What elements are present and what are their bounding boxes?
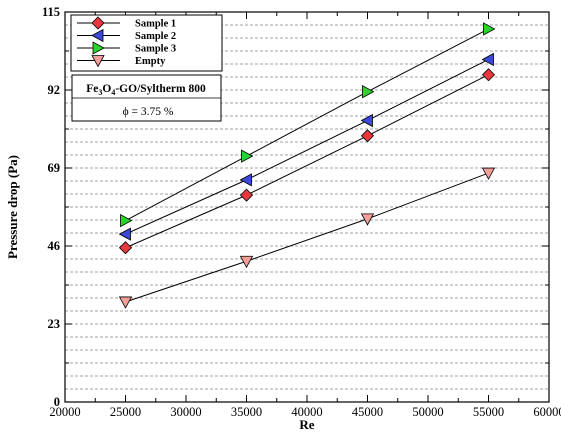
- y-tick-label: 69: [48, 161, 61, 175]
- data-point: [118, 227, 131, 241]
- annotation-phi: ϕ = 3.75 %: [123, 106, 174, 118]
- series-line: [125, 59, 489, 235]
- data-point: [481, 68, 496, 82]
- x-tick-label: 55000: [473, 405, 504, 419]
- x-tick-label: 45000: [352, 405, 383, 419]
- data-point: [118, 241, 133, 255]
- data-point: [239, 255, 254, 269]
- data-point: [360, 213, 375, 226]
- data-point: [483, 22, 496, 36]
- data-point: [239, 173, 252, 187]
- data-point: [481, 167, 496, 180]
- data-point: [360, 129, 375, 143]
- legend-label: Sample 3: [135, 44, 176, 55]
- fluid-suffix: -GO/Syltherm 800: [115, 83, 206, 95]
- legend-label: Sample 2: [135, 31, 176, 42]
- data-point: [241, 149, 254, 163]
- data-point: [362, 85, 375, 99]
- data-point: [239, 188, 254, 202]
- series-line: [125, 28, 489, 222]
- legend-marker: [91, 28, 104, 43]
- x-axis-label: Re: [299, 417, 314, 432]
- y-tick-label: 46: [48, 239, 61, 253]
- series-layer: [118, 22, 496, 309]
- legend-label: Sample 1: [135, 19, 176, 30]
- x-tick-label: 25000: [110, 405, 141, 419]
- fluid-prefix: Fe: [86, 83, 98, 95]
- y-axis-label: Pressure drop (Pa): [5, 155, 20, 259]
- o-subscript: 4: [111, 88, 115, 97]
- x-tick-label: 60000: [533, 405, 561, 419]
- x-tick-label: 40000: [291, 405, 322, 419]
- annotation-box: Fe3O4-GO/Syltherm 800 ϕ = 3.75 %: [71, 74, 222, 122]
- data-point: [360, 113, 373, 128]
- o-char: O: [102, 83, 111, 95]
- data-point: [118, 296, 133, 309]
- series-line: [125, 172, 489, 303]
- legend-marker: [91, 55, 105, 68]
- x-tick-label: 35000: [231, 405, 262, 419]
- y-tick-label: 23: [48, 317, 61, 331]
- y-tick-label: 0: [54, 395, 60, 409]
- series-line: [125, 74, 489, 249]
- legend-marker: [92, 41, 105, 55]
- annotation-fluid: Fe3O4-GO/Syltherm 800: [86, 83, 206, 97]
- x-tick-label: 30000: [170, 405, 201, 419]
- x-tick-label: 20000: [49, 405, 80, 419]
- y-tick-label: 92: [48, 83, 61, 97]
- x-tick-label: 50000: [412, 405, 443, 419]
- data-point: [481, 52, 494, 67]
- legend-marker: [91, 16, 105, 30]
- legend-label: Empty: [135, 56, 166, 67]
- fe-subscript: 3: [98, 88, 102, 97]
- y-tick-label: 115: [42, 5, 60, 19]
- data-point: [120, 213, 133, 228]
